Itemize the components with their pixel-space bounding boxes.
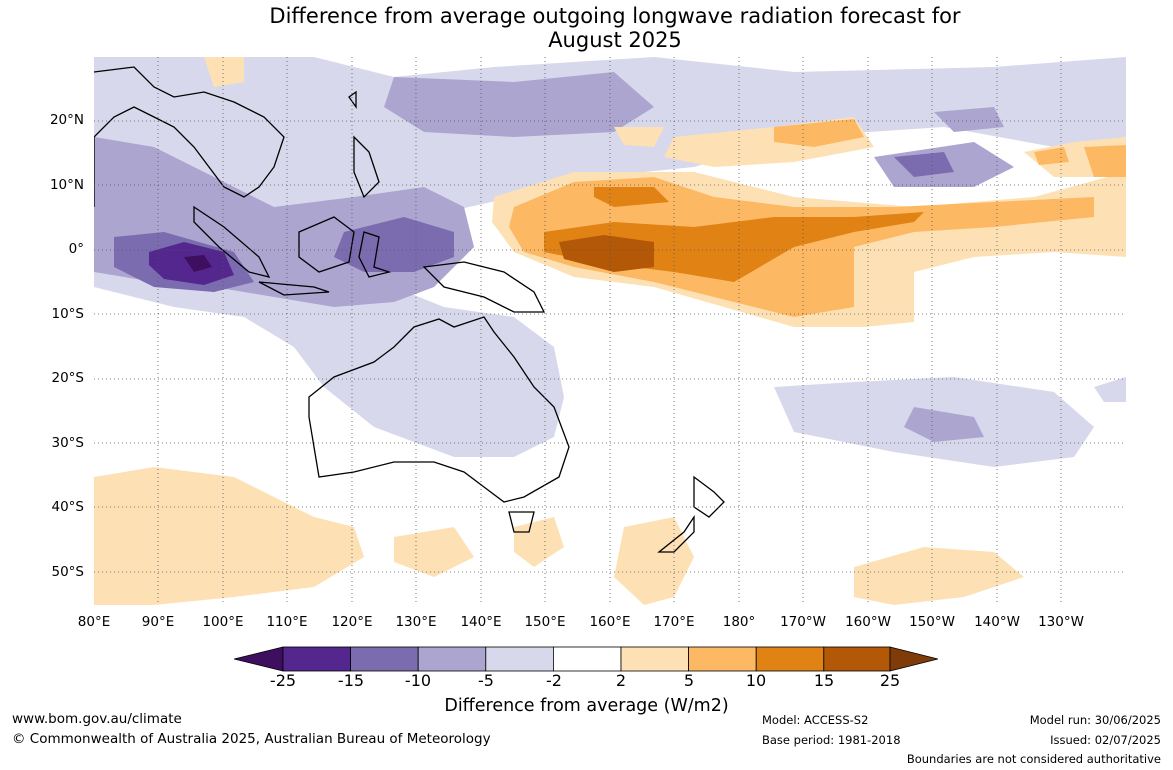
lon-label-150w: 150°W — [909, 614, 955, 630]
lon-label-130w: 130°W — [1038, 614, 1084, 630]
java-coast — [258, 281, 330, 296]
lat-label-10s: 10°S — [51, 306, 85, 322]
colorbar-bin-5 — [552, 646, 622, 672]
lat-label-equator: 0° — [68, 241, 84, 257]
disclaimer-text: Boundaries are not considered authoritat… — [906, 752, 1161, 766]
taiwan-coast — [348, 90, 357, 110]
graticule — [94, 57, 1126, 605]
lat-label-20n: 20°N — [49, 112, 84, 128]
new-guinea-coast — [422, 261, 546, 313]
olr-anomaly-map — [94, 57, 1126, 605]
lon-label-110e: 110°E — [266, 614, 308, 630]
lon-label-130e: 130°E — [395, 614, 437, 630]
lat-label-40s: 40°S — [51, 499, 85, 515]
base-period-text: Base period: 1981-2018 — [762, 733, 901, 747]
tasmania-coast — [508, 511, 535, 533]
sulawesi-coast — [358, 231, 392, 278]
lon-label-180: 180° — [722, 614, 756, 630]
colorbar-tick-3: -10 — [404, 671, 432, 690]
colorbar-tick-8: 10 — [745, 671, 767, 690]
colorbar-bin-1 — [282, 646, 351, 672]
anomaly-medium-orange — [509, 119, 1126, 317]
new-zealand-south-coast — [657, 514, 695, 553]
lon-label-140w: 140°W — [974, 614, 1020, 630]
anomaly-deep-purple — [149, 242, 234, 285]
colorbar-bin-3 — [417, 646, 487, 672]
coastlines — [94, 66, 725, 553]
colorbar-bin-7 — [688, 646, 757, 672]
lon-label-90e: 90°E — [141, 614, 175, 630]
colorbar-title: Difference from average (W/m2) — [444, 696, 729, 716]
australia-coast — [308, 316, 570, 503]
colorbar-under-arrow — [234, 646, 284, 672]
lon-label-150e: 150°E — [524, 614, 566, 630]
sumatra-coast — [193, 205, 271, 278]
lon-label-160w: 160°W — [845, 614, 891, 630]
colorbar-bin-6 — [620, 646, 689, 672]
lon-label-80e: 80°E — [77, 614, 111, 630]
issued-text: Issued: 02/07/2025 — [1050, 733, 1161, 747]
copyright-text: © Commonwealth of Australia 2025, Austra… — [12, 731, 491, 747]
colorbar-bin-8 — [755, 646, 825, 672]
anomaly-dark-orange — [559, 235, 654, 272]
colorbar-tick-9: 15 — [813, 671, 835, 690]
model-run-text: Model run: 30/06/2025 — [1029, 713, 1161, 727]
asia-mainland-coast — [94, 66, 285, 198]
lon-label-170e: 170°E — [653, 614, 695, 630]
colorbar-tick-5: -2 — [546, 671, 562, 690]
borneo-coast — [298, 216, 355, 273]
philippines-coast — [353, 135, 380, 199]
lat-label-20s: 20°S — [51, 370, 85, 386]
lon-label-100e: 100°E — [202, 614, 244, 630]
website-link[interactable]: www.bom.gov.au/climate — [12, 711, 182, 727]
map-canvas — [94, 57, 1126, 605]
lon-label-160e: 160°E — [589, 614, 631, 630]
lon-label-170w: 170°W — [780, 614, 826, 630]
model-text: Model: ACCESS-S2 — [762, 713, 869, 727]
colorbar-tick-10: 25 — [879, 671, 901, 690]
colorbar-tick-6: 2 — [615, 671, 627, 690]
title-line-1: Difference from average outgoing longwav… — [269, 4, 961, 28]
lat-label-50s: 50°S — [51, 564, 85, 580]
colorbar-tick-1: -25 — [269, 671, 297, 690]
map-title: Difference from average outgoing longwav… — [0, 4, 1173, 52]
lat-label-30s: 30°S — [51, 435, 85, 451]
colorbar-tick-7: 5 — [683, 671, 695, 690]
colorbar — [234, 646, 938, 672]
colorbar-tick-4: -5 — [478, 671, 494, 690]
colorbar-over-arrow — [889, 646, 938, 672]
lon-label-120e: 120°E — [331, 614, 373, 630]
colorbar-bin-4 — [485, 646, 554, 672]
colorbar-tick-2: -15 — [337, 671, 365, 690]
lat-label-10n: 10°N — [49, 177, 84, 193]
new-zealand-north-coast — [693, 475, 725, 518]
colorbar-bin-9 — [823, 646, 891, 672]
colorbar-bin-2 — [350, 646, 419, 672]
lon-label-140e: 140°E — [460, 614, 502, 630]
title-line-2: August 2025 — [548, 28, 682, 52]
